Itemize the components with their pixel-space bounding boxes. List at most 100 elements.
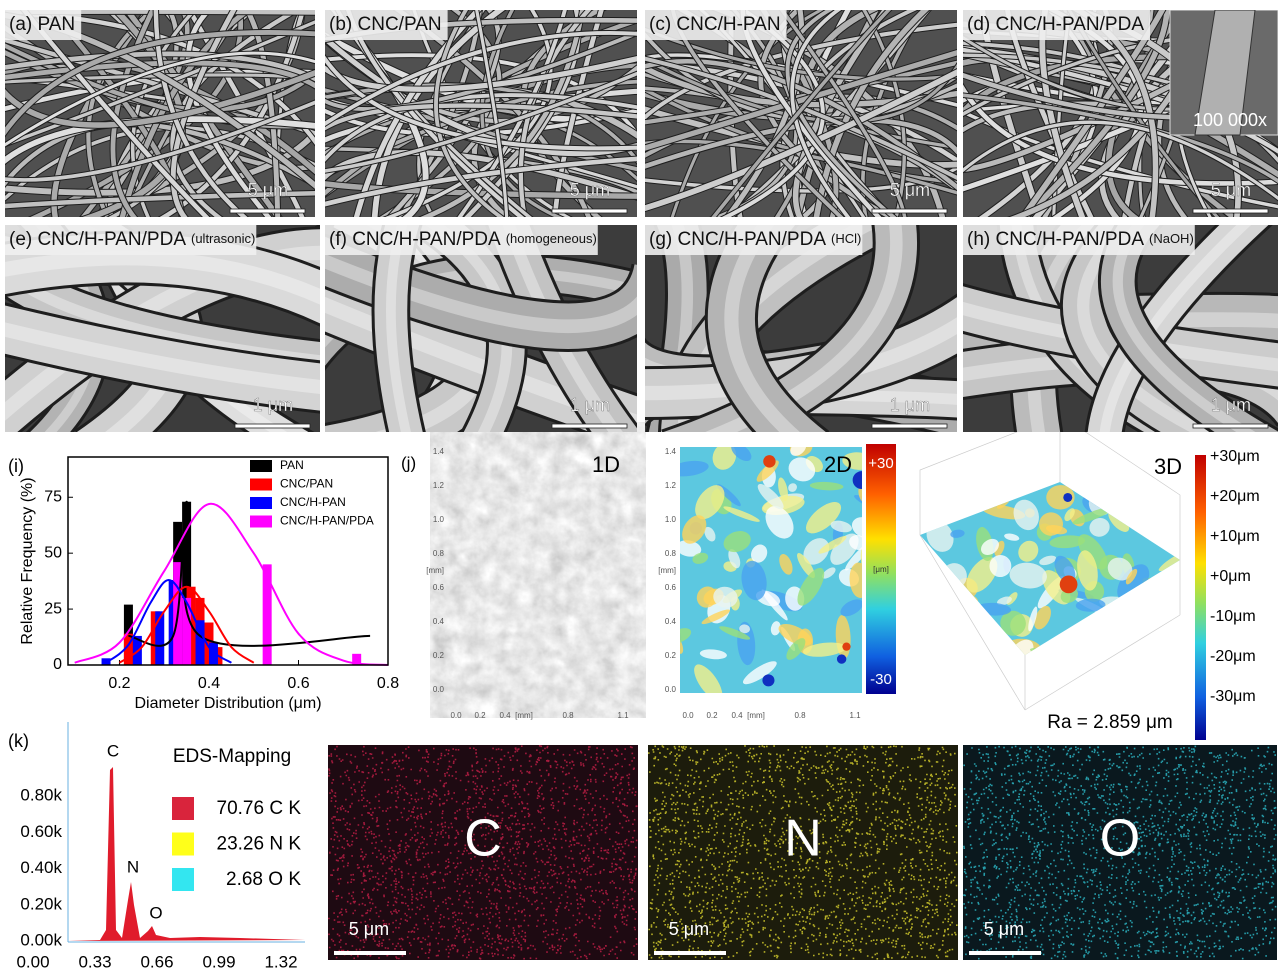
panel-label-box xyxy=(5,10,82,40)
surface-feature xyxy=(803,538,830,565)
y-tick-label: 0.6 xyxy=(665,583,677,592)
y-tick-label: 0.6 xyxy=(433,583,445,592)
x-tick-label: 1.1 xyxy=(849,711,861,720)
scale-bar xyxy=(654,951,726,955)
surface-feature xyxy=(741,560,767,601)
surface-feature xyxy=(1125,482,1139,501)
x-tick-label: 0.2 xyxy=(108,675,130,692)
y-tick-label: 0.80k xyxy=(20,785,62,804)
legend-label: CNC/H-PAN/PDA xyxy=(280,514,374,528)
fiber xyxy=(185,10,272,217)
scale-bar xyxy=(871,423,948,429)
y-tick-label: 0 xyxy=(53,656,62,673)
fiber xyxy=(5,100,315,182)
surface-feature xyxy=(1034,605,1051,630)
y-tick-label: 0.0 xyxy=(433,685,445,694)
colorbar-label: -10μm xyxy=(1210,608,1256,625)
fiber-highlight xyxy=(705,225,903,432)
scale-bar-label: 5 μm xyxy=(984,919,1024,939)
x-axis-title: Diameter Distribution (μm) xyxy=(134,695,321,712)
surface-feature xyxy=(699,649,727,660)
fiber xyxy=(153,10,248,217)
map-element: N xyxy=(784,810,822,868)
fiber xyxy=(325,55,637,151)
fiber xyxy=(5,305,320,411)
x-tick-label: 0.0 xyxy=(682,711,694,720)
panel-label-text: (e) CNC/H-PAN/PDA xyxy=(9,229,186,250)
y-tick-label: 0.4 xyxy=(665,617,677,626)
surface-feature xyxy=(779,553,793,575)
y-tick-label: 1.2 xyxy=(433,481,445,490)
surface-feature xyxy=(788,483,797,492)
scale-bar-label: 5 μm xyxy=(349,919,389,939)
x-tick-label: 0.2 xyxy=(474,711,486,720)
legend-swatch xyxy=(172,868,194,891)
fiber xyxy=(170,10,237,217)
y-tick-label: 0.00k xyxy=(20,931,62,950)
surface-3d-texture xyxy=(920,482,1180,655)
scale-bar-label: 1 μm xyxy=(890,395,930,415)
surface-peak xyxy=(1059,575,1078,594)
fit-curve xyxy=(74,502,389,666)
panel-condition: (NaOH) xyxy=(1149,231,1194,246)
bar xyxy=(262,564,272,665)
legend-swatch xyxy=(172,797,194,820)
surface-feature xyxy=(680,540,702,557)
surface-feature xyxy=(822,567,836,579)
bar xyxy=(352,653,362,665)
fiber xyxy=(711,10,892,217)
y-tick-label: 1.0 xyxy=(665,515,677,524)
scale-bar-label: 1 μm xyxy=(253,395,293,415)
y-tick-label: 0.2 xyxy=(665,651,677,660)
panel-label-box xyxy=(963,10,1150,40)
sem-image xyxy=(5,225,320,432)
y-tick-label: 1.2 xyxy=(665,481,677,490)
sem-image xyxy=(325,10,637,217)
y-tick-label: 0.20k xyxy=(20,894,62,913)
fiber xyxy=(979,10,1043,217)
fiber xyxy=(785,10,897,217)
colorbar-label: -30 xyxy=(870,671,892,688)
y-tick-label: 1.4 xyxy=(665,447,677,456)
y-tick-label: 0.40k xyxy=(20,858,62,877)
surface-peak xyxy=(1157,596,1173,612)
scale-bar-label: 1 μm xyxy=(570,395,610,415)
surface-feature xyxy=(751,544,768,563)
colorbar-label: +0μm xyxy=(1210,568,1251,585)
panel-label-text: (g) CNC/H-PAN/PDA xyxy=(649,229,826,250)
panel-condition: (ultrasonic) xyxy=(191,231,255,246)
surface-feature xyxy=(1089,517,1110,537)
scale-bar-label: 5 μm xyxy=(669,919,709,939)
fiber xyxy=(645,50,957,151)
surface-feature xyxy=(1107,557,1133,581)
scale-bar-label: 5 μm xyxy=(890,180,930,200)
colorbar-label: +30μm xyxy=(1210,448,1260,465)
panel-label: (i) xyxy=(8,456,24,476)
y-unit: [mm] xyxy=(658,566,676,575)
map-element: O xyxy=(1100,810,1140,868)
panel-label-box xyxy=(5,225,257,255)
surface-feature xyxy=(990,641,1009,655)
surface-feature xyxy=(951,628,966,643)
surface-feature xyxy=(723,506,760,522)
panel-label: (b) CNC/PAN xyxy=(329,14,442,35)
fiber xyxy=(645,69,957,212)
surface-peak xyxy=(987,483,1006,502)
fiber xyxy=(1020,10,1170,217)
surface-feature xyxy=(1009,562,1047,589)
surface-feature xyxy=(830,520,852,533)
surface-feature xyxy=(840,599,862,617)
scale-bar-label: 5 μm xyxy=(248,180,288,200)
surface-feature xyxy=(980,538,999,555)
colorbar-label: -30μm xyxy=(1210,688,1256,705)
fit-curve xyxy=(118,585,255,664)
y-tick-label: 1.4 xyxy=(433,447,445,456)
surface-feature xyxy=(1004,533,1020,541)
y-tick-label: 0.0 xyxy=(665,685,677,694)
colorbar-3d xyxy=(1195,455,1206,740)
surface-feature xyxy=(849,535,862,550)
y-unit: [mm] xyxy=(426,566,444,575)
scale-bar-label: 5 μm xyxy=(1211,180,1251,200)
surface-feature xyxy=(956,649,967,655)
